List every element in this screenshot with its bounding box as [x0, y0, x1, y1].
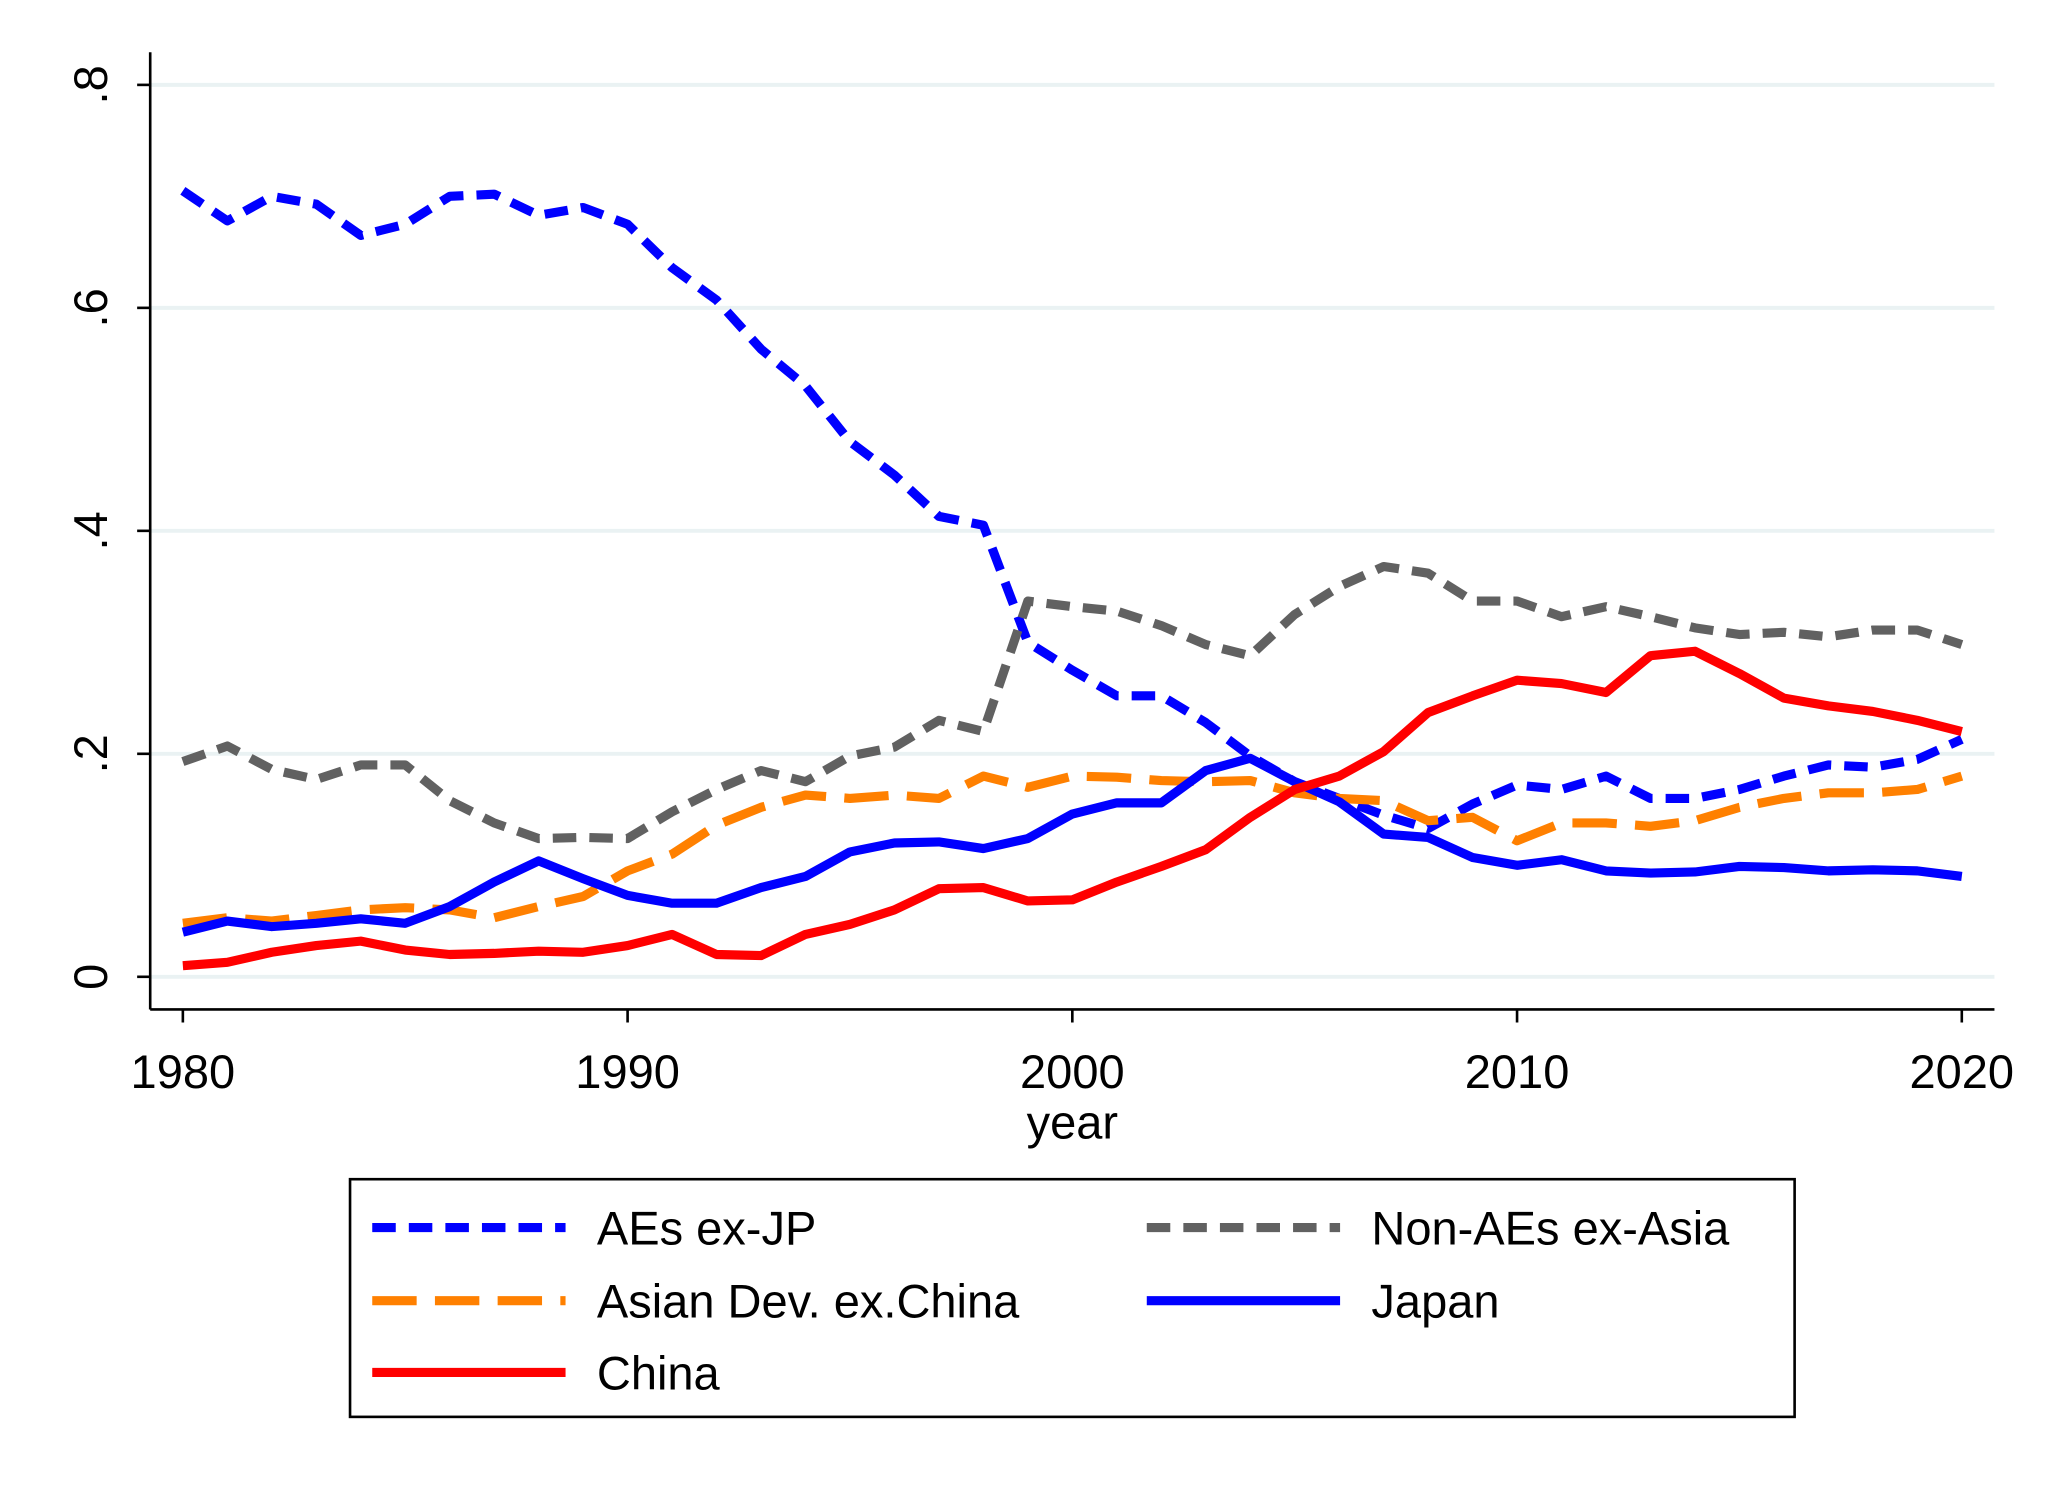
gridlines	[150, 82, 1995, 979]
series-lines	[180, 187, 1964, 971]
legend-label: AEs ex-JP	[597, 1202, 816, 1255]
y-tick-label: .2	[64, 734, 117, 773]
legend-label: China	[597, 1346, 721, 1399]
series-line-aes-ex-jp	[180, 187, 1964, 834]
legend-label: Asian Dev. ex.China	[597, 1275, 1020, 1328]
y-tick-label: .8	[64, 65, 117, 104]
legend: AEs ex-JP Non-AEs ex-Asia Asian Dev. ex.Ch…	[372, 1202, 1730, 1399]
legend-label: Japan	[1371, 1275, 1499, 1328]
series-line-asian-dev-ex-china	[182, 771, 1964, 928]
x-axis-ticks: 1980 1990 2000 2010 2020	[131, 1009, 2015, 1098]
x-tick-label: 1990	[575, 1045, 680, 1098]
series-line-non-aes-ex-asia	[181, 561, 1964, 844]
legend-box	[348, 1177, 1796, 1419]
x-tick-label: 2010	[1465, 1045, 1570, 1098]
y-axis-ticks: 0 .2 .4 .6 .8	[64, 65, 151, 990]
y-tick-label: .6	[64, 288, 117, 327]
legend-label: Non-AEs ex-Asia	[1371, 1202, 1730, 1255]
series-line-china	[182, 646, 1963, 971]
x-tick-label: 2000	[1020, 1045, 1125, 1098]
y-tick-label: 0	[64, 964, 117, 990]
x-axis-label: year	[1027, 1096, 1118, 1149]
y-tick-label: .4	[64, 511, 117, 550]
series-line-japan	[181, 753, 1963, 937]
x-tick-label: 2020	[1910, 1045, 2015, 1098]
x-tick-label: 1980	[131, 1045, 236, 1098]
